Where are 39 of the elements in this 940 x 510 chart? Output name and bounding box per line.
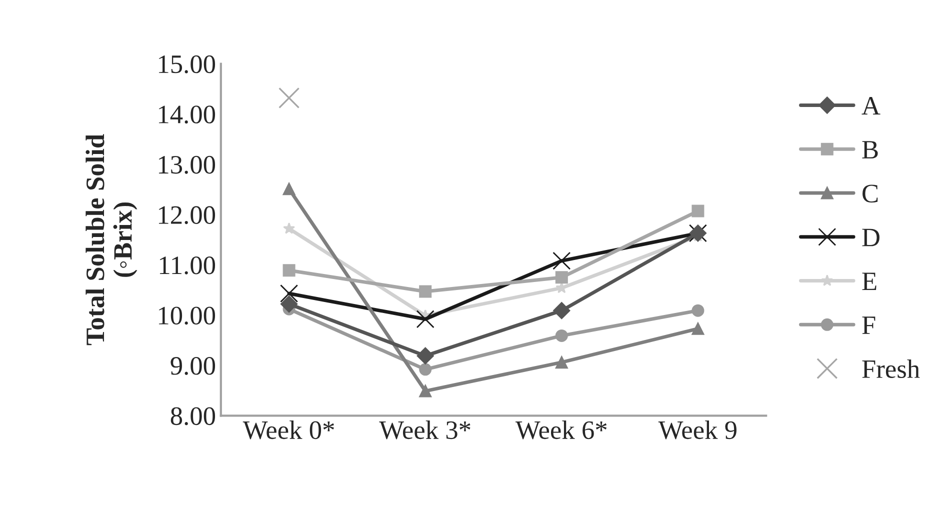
point	[692, 204, 704, 218]
point	[552, 252, 571, 270]
y-axis-title: Total Soluble Solid (◦Brix)	[86, 134, 138, 346]
point	[419, 363, 432, 376]
point	[278, 87, 300, 108]
x-tick-label: Week 3*	[379, 420, 470, 440]
y-tick-label: 11.00	[160, 256, 216, 274]
y-tick-label: 14.00	[158, 106, 216, 124]
y-tick-label: 15.00	[158, 55, 216, 74]
point	[416, 347, 434, 364]
legend-label: C	[862, 184, 878, 202]
point	[553, 302, 570, 320]
point	[280, 284, 298, 303]
point	[692, 304, 704, 317]
y-tick-label: 13.00	[158, 156, 216, 174]
point	[555, 356, 568, 369]
x-tick-label: Week 0*	[242, 420, 334, 440]
legend-label: B	[862, 141, 878, 158]
point	[283, 222, 296, 234]
legend-label: A	[862, 97, 880, 114]
point	[555, 271, 568, 284]
point	[416, 310, 434, 328]
y-tick-label: 9.00	[170, 356, 216, 375]
point	[282, 182, 296, 196]
x-tick-label: Week 6*	[515, 420, 607, 440]
x-tick-label: Week 9	[658, 420, 736, 440]
y-tick-label: 8.00	[170, 407, 216, 426]
y-tick-label: 12.00	[158, 206, 216, 224]
point	[282, 264, 296, 277]
point	[692, 322, 704, 335]
point	[280, 295, 298, 313]
point	[419, 285, 432, 298]
legend-label: F	[862, 316, 876, 334]
y-tick-label: 10.00	[158, 306, 216, 325]
point	[419, 384, 432, 398]
legend-label: Fresh	[862, 359, 920, 378]
legend-label: D	[862, 228, 880, 246]
legend-label: E	[862, 272, 876, 290]
point	[555, 329, 568, 342]
